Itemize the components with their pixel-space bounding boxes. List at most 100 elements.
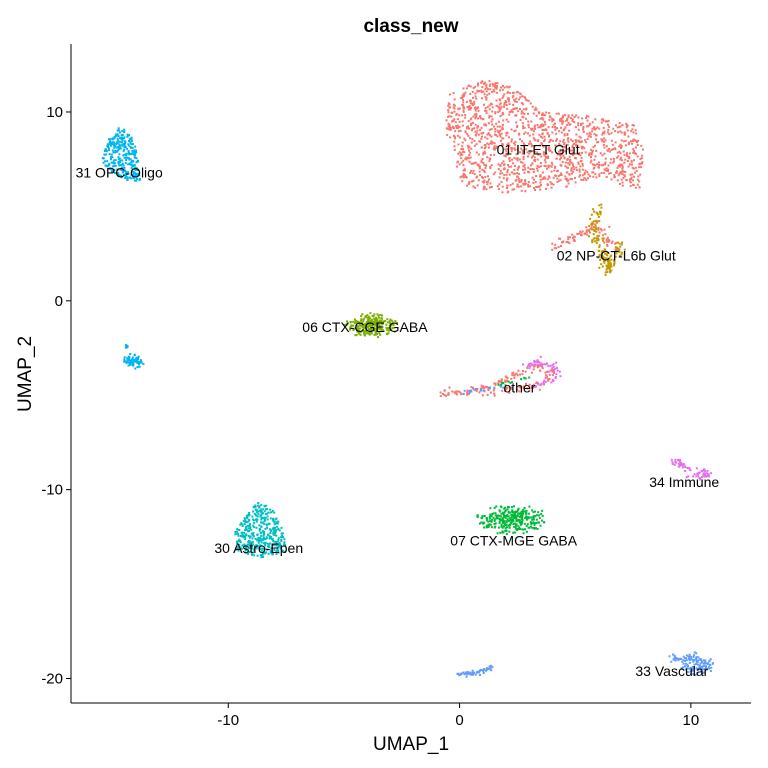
data-point bbox=[463, 137, 466, 140]
data-point bbox=[593, 128, 596, 131]
data-point bbox=[471, 669, 474, 672]
data-point bbox=[258, 538, 261, 541]
data-point bbox=[591, 241, 594, 244]
data-point bbox=[566, 119, 569, 122]
data-point bbox=[497, 131, 500, 134]
data-point bbox=[456, 165, 459, 168]
data-point bbox=[497, 383, 500, 386]
data-point bbox=[520, 378, 523, 381]
data-point bbox=[547, 364, 550, 367]
data-point bbox=[365, 330, 368, 333]
data-point bbox=[125, 344, 128, 347]
data-point bbox=[710, 472, 713, 475]
data-point bbox=[540, 165, 543, 168]
data-point bbox=[542, 153, 545, 156]
data-point bbox=[554, 126, 557, 128]
cluster-label: 02 NP-CT-L6b Glut bbox=[557, 248, 676, 264]
data-point bbox=[472, 104, 475, 106]
data-point bbox=[603, 171, 606, 174]
data-point bbox=[591, 151, 594, 153]
data-point bbox=[447, 392, 450, 395]
data-point bbox=[275, 528, 278, 531]
data-point bbox=[239, 541, 242, 544]
data-point bbox=[588, 225, 591, 227]
data-point bbox=[505, 134, 508, 137]
data-point bbox=[461, 124, 464, 127]
data-point bbox=[509, 511, 512, 514]
data-point bbox=[244, 529, 247, 532]
cluster-label: 01 IT-ET Glut bbox=[497, 142, 580, 158]
data-point bbox=[461, 120, 464, 123]
data-point bbox=[126, 361, 129, 364]
data-point bbox=[137, 174, 140, 176]
data-point bbox=[697, 663, 700, 666]
data-point bbox=[580, 124, 582, 126]
data-point bbox=[591, 163, 594, 166]
data-point bbox=[128, 137, 131, 140]
data-point bbox=[530, 523, 533, 525]
data-point bbox=[536, 164, 539, 167]
data-point bbox=[518, 515, 521, 518]
data-point bbox=[473, 388, 476, 391]
data-point bbox=[500, 181, 503, 183]
data-point bbox=[595, 176, 598, 179]
data-point bbox=[493, 387, 496, 390]
data-point bbox=[123, 174, 126, 177]
data-point bbox=[630, 176, 633, 179]
data-point bbox=[687, 665, 689, 667]
data-point bbox=[708, 659, 711, 662]
data-point bbox=[573, 168, 576, 171]
data-point bbox=[249, 526, 252, 528]
data-point bbox=[638, 166, 641, 169]
data-point bbox=[463, 169, 466, 172]
data-point bbox=[119, 174, 122, 177]
data-point bbox=[505, 530, 508, 533]
data-point bbox=[462, 393, 465, 396]
data-point bbox=[603, 132, 606, 135]
data-point bbox=[618, 242, 621, 245]
data-point bbox=[491, 106, 494, 109]
data-point bbox=[592, 167, 595, 170]
data-point bbox=[603, 241, 606, 244]
data-point bbox=[540, 135, 542, 138]
data-point bbox=[503, 103, 506, 106]
data-point bbox=[505, 380, 507, 383]
data-point bbox=[457, 130, 460, 133]
data-point bbox=[564, 175, 567, 178]
data-point bbox=[133, 175, 136, 178]
data-point bbox=[244, 534, 247, 537]
chart-title: class_new bbox=[363, 16, 458, 37]
data-point bbox=[494, 128, 497, 130]
data-point bbox=[543, 129, 546, 131]
data-point bbox=[251, 515, 254, 518]
data-point bbox=[509, 524, 511, 526]
data-point bbox=[705, 665, 707, 668]
data-point bbox=[601, 138, 604, 141]
data-point bbox=[476, 107, 479, 110]
data-point bbox=[544, 177, 547, 180]
data-point bbox=[253, 506, 256, 509]
data-point bbox=[577, 161, 580, 164]
data-point bbox=[613, 157, 615, 160]
data-point bbox=[131, 356, 134, 359]
data-point bbox=[539, 124, 542, 127]
data-point bbox=[568, 163, 571, 166]
data-point bbox=[503, 525, 506, 528]
data-point bbox=[249, 527, 252, 530]
data-point bbox=[569, 160, 572, 163]
data-point bbox=[487, 387, 490, 389]
data-point bbox=[592, 233, 595, 236]
data-point bbox=[122, 150, 125, 153]
data-point bbox=[529, 362, 531, 365]
data-point bbox=[268, 537, 271, 540]
data-point bbox=[364, 324, 367, 327]
data-point bbox=[549, 138, 552, 141]
data-point bbox=[135, 160, 138, 163]
data-point bbox=[507, 190, 510, 193]
data-point bbox=[487, 389, 490, 392]
data-point bbox=[551, 366, 554, 369]
data-point bbox=[519, 514, 522, 517]
data-point bbox=[533, 150, 536, 153]
data-point bbox=[641, 154, 644, 157]
